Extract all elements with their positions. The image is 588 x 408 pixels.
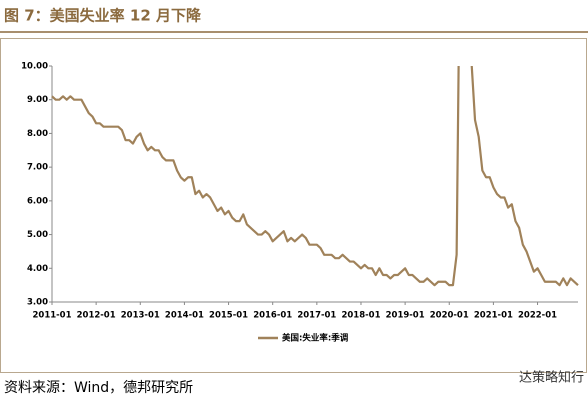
y-tick-label: 10.00 bbox=[21, 62, 48, 72]
data-line bbox=[51, 66, 579, 287]
source-note: 资料来源：Wind，德邦研究所 bbox=[4, 380, 193, 396]
y-tick-label: 6.00 bbox=[27, 196, 48, 206]
x-tick-label: 2018-01 bbox=[341, 311, 380, 321]
y-tick-label: 3.00 bbox=[27, 298, 48, 308]
chart-frame bbox=[0, 38, 587, 373]
x-tick-label: 2020-01 bbox=[430, 311, 469, 321]
x-tick-label: 2011-01 bbox=[32, 311, 71, 321]
x-tick-label: 2022-01 bbox=[518, 311, 557, 321]
chart-title: 图 7：美国失业率 12 月下降 bbox=[4, 7, 202, 25]
y-tick-label: 8.00 bbox=[27, 129, 48, 139]
x-tick-label: 2016-01 bbox=[253, 311, 292, 321]
x-tick-label: 2017-01 bbox=[297, 311, 336, 321]
y-tick-label: 5.00 bbox=[27, 230, 48, 240]
y-tick-label: 9.00 bbox=[27, 95, 48, 105]
x-tick-label: 2014-01 bbox=[165, 311, 204, 321]
x-tick-label: 2019-01 bbox=[386, 311, 425, 321]
x-tick-label: 2012-01 bbox=[77, 311, 116, 321]
y-tick-label: 4.00 bbox=[27, 264, 48, 274]
x-tick-label: 2015-01 bbox=[209, 311, 248, 321]
x-tick-label: 2021-01 bbox=[474, 311, 513, 321]
legend-label: 美国:失业率:季调 bbox=[282, 333, 349, 344]
x-tick-label: 2013-01 bbox=[121, 311, 160, 321]
y-tick-label: 7.00 bbox=[27, 163, 48, 173]
watermark: 达策略知行 bbox=[519, 370, 584, 386]
